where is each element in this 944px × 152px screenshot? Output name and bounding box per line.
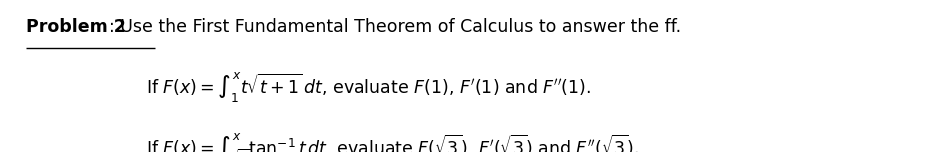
Text: If $F(x) = \int_{\sqrt{3}}^{x} \tan^{-1}t\, dt$, evaluate $F(\sqrt{3})$, $F'(\sq: If $F(x) = \int_{\sqrt{3}}^{x} \tan^{-1}… — [146, 131, 639, 152]
Text: : Use the First Fundamental Theorem of Calculus to answer the ff.: : Use the First Fundamental Theorem of C… — [109, 18, 681, 36]
Text: If $F(x) = \int_{1}^{x} t\sqrt{t+1}\, dt$, evaluate $F(1)$, $F'(1)$ and $F''(1)$: If $F(x) = \int_{1}^{x} t\sqrt{t+1}\, dt… — [146, 70, 592, 104]
Text: Problem 2: Problem 2 — [26, 18, 126, 36]
Text: Problem 2: Problem 2 — [26, 18, 126, 36]
